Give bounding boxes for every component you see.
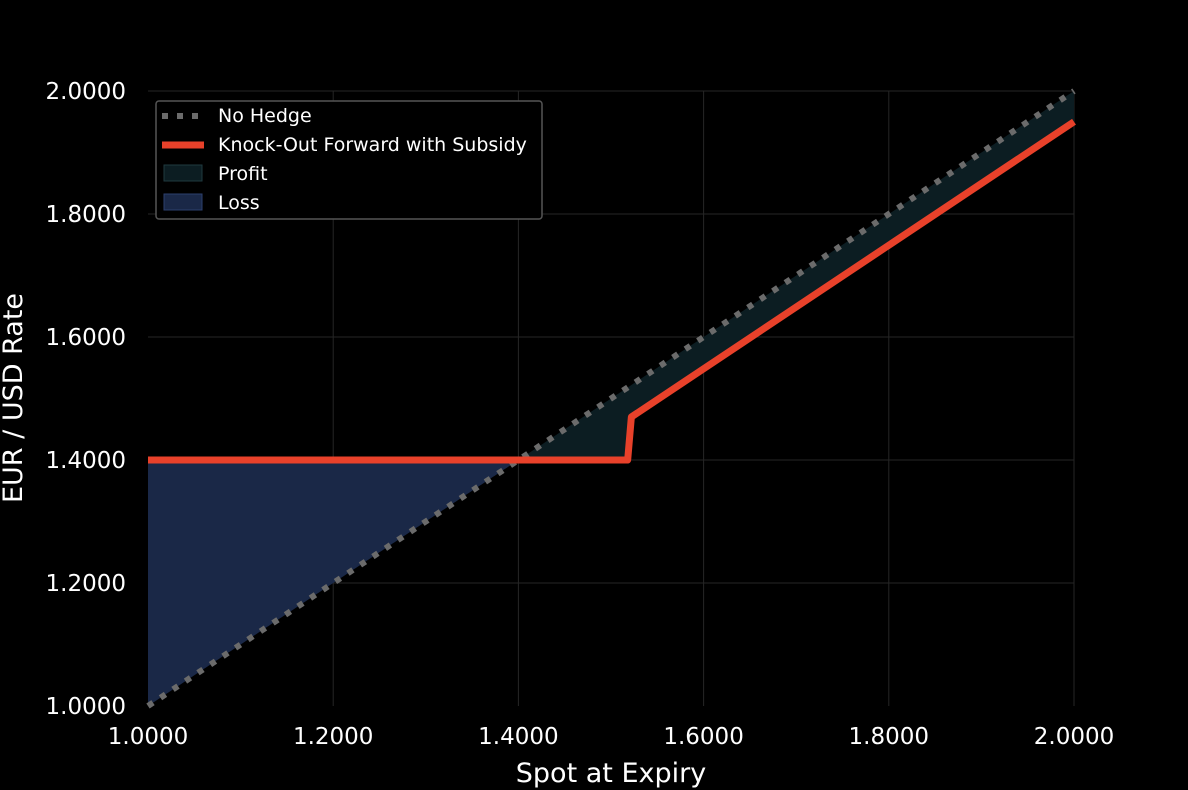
- x-tick-label: 1.6000: [663, 724, 743, 750]
- y-tick-label: 2.0000: [46, 79, 126, 105]
- y-axis-label: EUR / USD Rate: [0, 293, 29, 503]
- y-tick-label: 1.2000: [46, 571, 126, 597]
- x-tick-label: 1.2000: [293, 724, 373, 750]
- x-tick-label: 1.4000: [478, 724, 558, 750]
- legend-label-no-hedge: No Hedge: [218, 105, 312, 127]
- x-tick-label: 1.8000: [849, 724, 929, 750]
- legend-swatch-profit: [164, 165, 202, 181]
- x-tick-label: 2.0000: [1034, 724, 1114, 750]
- legend-label-profit: Profit: [218, 163, 268, 185]
- y-tick-label: 1.8000: [46, 202, 126, 228]
- legend-label-knock-out-forward: Knock-Out Forward with Subsidy: [218, 134, 527, 156]
- legend-box: [156, 101, 542, 219]
- y-tick-label: 1.6000: [46, 325, 126, 351]
- y-tick-label: 1.0000: [46, 694, 126, 720]
- legend-swatch-loss: [164, 194, 202, 210]
- legend-label-loss: Loss: [218, 192, 260, 214]
- x-tick-label: 1.0000: [108, 724, 188, 750]
- y-tick-label: 1.4000: [46, 448, 126, 474]
- x-axis-label: Spot at Expiry: [516, 758, 706, 789]
- legend: No Hedge Knock-Out Forward with Subsidy Pr…: [156, 101, 542, 219]
